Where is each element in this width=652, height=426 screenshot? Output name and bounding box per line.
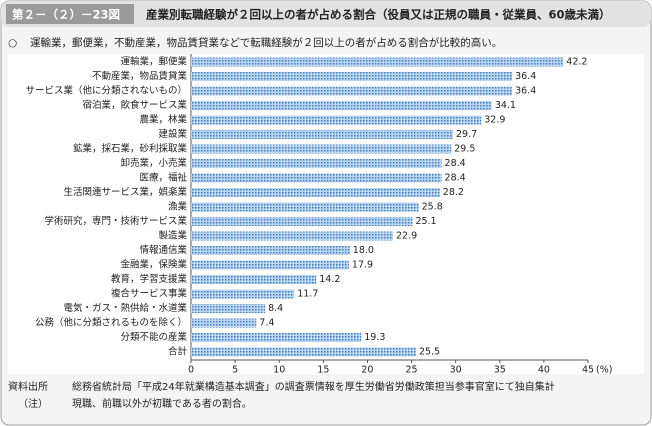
value-label: 17.9 xyxy=(352,260,373,271)
bar xyxy=(191,347,416,357)
value-label: 29.5 xyxy=(454,144,475,155)
value-label: 36.4 xyxy=(515,71,536,82)
y-tick-label: 不動産業，物品賃貸業 xyxy=(92,70,188,82)
y-tick-label: 農業，林業 xyxy=(139,114,187,126)
bar xyxy=(191,318,257,328)
value-label: 25.8 xyxy=(422,202,443,213)
value-label: 34.1 xyxy=(495,100,516,111)
value-label: 14.2 xyxy=(319,274,340,285)
value-label: 28.4 xyxy=(445,158,466,169)
bar xyxy=(191,275,317,284)
figure-number: 第２－（２）－23図 xyxy=(12,8,120,22)
figure-tag xyxy=(6,4,134,24)
y-tick-label: 宿泊業，飲食サービス業 xyxy=(82,99,187,111)
bar xyxy=(191,188,440,197)
value-label: 42.2 xyxy=(566,57,587,68)
summary-text: 運輸業，郵便業，不動産業，物品賃貸業などで転職経験が２回以上の者が占める割合が比… xyxy=(30,36,502,49)
note-text: 現職、前職以外が初職である者の割合。 xyxy=(72,397,252,410)
bar xyxy=(191,333,362,342)
y-tick-label: 運輸業，郵便業 xyxy=(120,56,187,68)
bar xyxy=(191,260,349,270)
bar xyxy=(191,202,419,212)
chart-title: 産業別転職経験が２回以上の者が占める割合（役員又は正規の職員・従業員、60歳未満… xyxy=(146,8,611,22)
bar xyxy=(191,173,442,183)
value-label: 29.7 xyxy=(456,129,477,140)
bar xyxy=(191,231,394,241)
value-label: 18.0 xyxy=(353,245,374,256)
y-tick-label: 分類不能の産業 xyxy=(120,331,187,343)
y-tick-label: 合計 xyxy=(168,346,188,358)
x-tick-label: 0 xyxy=(188,365,194,376)
y-tick-label: 建設業 xyxy=(158,128,187,140)
summary-bullet: ○ xyxy=(8,37,17,49)
x-tick-label: 45 xyxy=(582,365,594,376)
y-tick-label: 公務（他に分類されるものを除く） xyxy=(35,317,187,329)
bar xyxy=(191,304,266,313)
value-label: 22.9 xyxy=(396,231,417,242)
y-tick-label: 情報通信業 xyxy=(139,244,187,256)
x-tick-label: 30 xyxy=(450,365,462,376)
y-tick-label: 医療，福祉 xyxy=(139,172,187,184)
y-tick-label: 鉱業，採石業，砂利採取業 xyxy=(73,143,188,155)
y-tick-label: 複合サービス事業 xyxy=(111,288,188,300)
value-label: 11.7 xyxy=(297,289,318,300)
y-tick-label: サービス業（他に分類されないもの） xyxy=(25,85,187,97)
y-tick-label: 教育，学習支援業 xyxy=(111,273,188,285)
bar xyxy=(191,72,513,81)
value-label: 36.4 xyxy=(515,86,536,97)
y-tick-label: 卸売業，小売業 xyxy=(120,157,187,169)
bar xyxy=(191,159,442,168)
y-tick-label: 金融業，保険業 xyxy=(120,259,187,271)
y-tick-label: 学術研究，専門・技術サービス業 xyxy=(44,215,187,227)
x-tick-label: 20 xyxy=(361,365,373,376)
y-tick-label: 電気・ガス・熱供給・水道業 xyxy=(63,302,187,314)
bar xyxy=(191,289,295,299)
x-tick-label: 25 xyxy=(406,365,418,376)
bar xyxy=(191,144,452,154)
bar xyxy=(191,101,492,110)
bar xyxy=(191,246,350,255)
bar xyxy=(191,130,454,139)
bar xyxy=(191,217,413,226)
bar xyxy=(191,57,564,67)
x-tick-label: 15 xyxy=(317,365,329,376)
value-label: 32.9 xyxy=(484,115,505,126)
header-band xyxy=(1,1,651,27)
value-label: 25.1 xyxy=(415,216,436,227)
value-label: 19.3 xyxy=(364,332,385,343)
y-tick-label: 漁業 xyxy=(168,201,188,213)
x-tick-label: 35 xyxy=(494,365,506,376)
x-tick-label: 5 xyxy=(232,365,238,376)
x-tick-label: 40 xyxy=(538,365,550,376)
note-label: （注） xyxy=(18,397,48,410)
value-label: 25.5 xyxy=(419,347,440,358)
x-tick-label: 10 xyxy=(273,365,285,376)
value-label: 28.4 xyxy=(445,173,466,184)
value-label: 7.4 xyxy=(259,318,274,329)
note-label: 資料出所 xyxy=(8,380,48,393)
x-unit: (%) xyxy=(596,365,612,376)
value-label: 28.2 xyxy=(443,187,464,198)
y-tick-label: 生活関連サービス業，娯楽業 xyxy=(63,186,187,198)
note-text: 総務省統計局「平成24年就業構造基本調査」の調査票情報を厚生労働省労働政策担当参… xyxy=(72,380,555,393)
bar xyxy=(191,115,482,125)
bar xyxy=(191,86,513,96)
y-tick-label: 製造業 xyxy=(158,230,187,242)
value-label: 8.4 xyxy=(268,303,283,314)
